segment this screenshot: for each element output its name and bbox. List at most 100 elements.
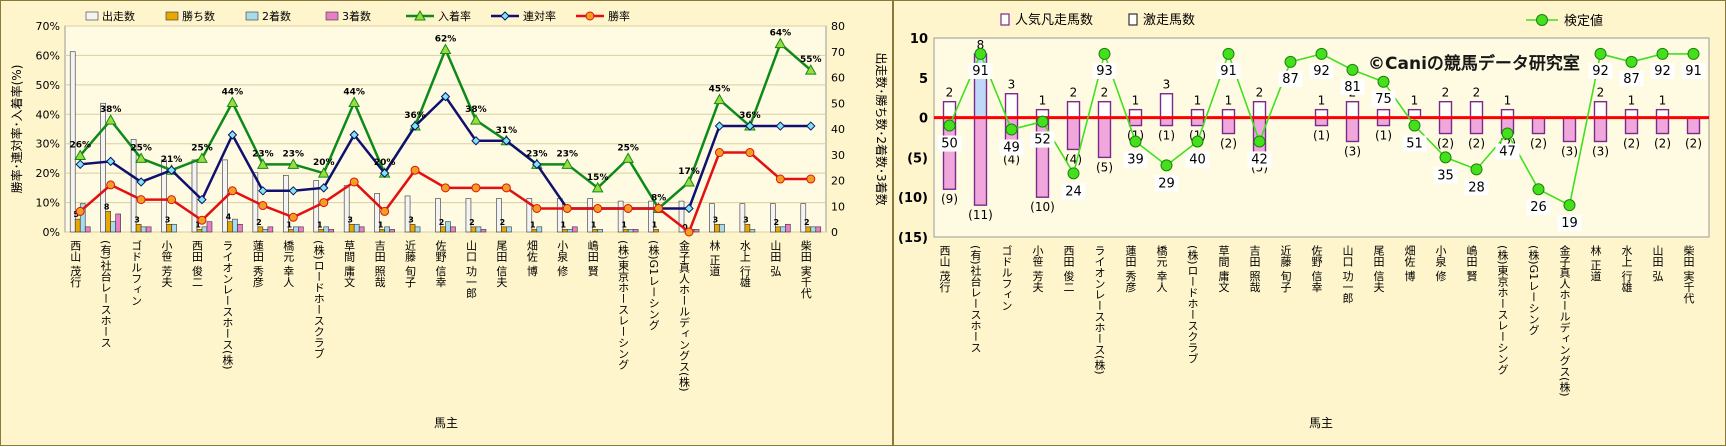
legend-marker — [1536, 14, 1548, 26]
bar-人気凡走馬数 — [1469, 100, 1484, 119]
value-label-bg — [937, 135, 962, 152]
marker-勝率 — [684, 227, 694, 237]
bar-2着数 — [597, 229, 604, 233]
positive-count-label: 2 — [1442, 86, 1450, 100]
x-category-label: 林 正道 — [708, 239, 721, 277]
bar-出走数 — [69, 51, 76, 233]
value-label-bg — [999, 139, 1024, 156]
marker-検定値 — [1067, 167, 1080, 180]
bar-2着数 — [566, 229, 573, 233]
bar-出走数 — [435, 198, 441, 233]
x-category-label: 西田 俊二 — [1062, 245, 1075, 293]
bar-勝ち数 — [622, 229, 629, 233]
rate-label: 21% — [161, 155, 183, 165]
rate-label: 38% — [465, 105, 487, 115]
bar-3着数 — [358, 226, 365, 233]
right-y-tick-label: 80 — [831, 20, 845, 33]
negative-count-label: (2) — [1220, 137, 1237, 151]
value-label: 92 — [1313, 64, 1330, 79]
marker-勝率 — [471, 183, 481, 193]
x-category-label: 吉田 照哉 — [1248, 245, 1261, 293]
bar-激走馬数 — [1531, 116, 1546, 135]
right-y-tick-label: 70 — [831, 46, 845, 59]
x-category-label: 嶋田 賢 — [1465, 244, 1478, 282]
negative-count-label: (1) — [1158, 129, 1175, 143]
marker-入着率 — [317, 167, 330, 178]
marker-連対率 — [532, 159, 542, 170]
legend-label: 激走馬数 — [1143, 13, 1195, 28]
bar-2着数 — [384, 226, 390, 233]
value-label-bg — [1588, 62, 1613, 79]
positive-count-label: 2 — [1473, 86, 1481, 100]
value-label: 92 — [1654, 64, 1671, 79]
bar-value-label: 1 — [287, 220, 293, 229]
x-category-label: 草間 庸文 — [343, 240, 356, 288]
x-category-label: (株)G1レーシング — [647, 240, 660, 330]
marker-検定値 — [1005, 123, 1018, 136]
bar-3着数 — [145, 226, 152, 233]
marker-入着率 — [74, 149, 87, 160]
value-label-bg — [1340, 78, 1365, 95]
bar-value-label: 1 — [530, 220, 536, 229]
marker-連対率 — [258, 186, 268, 196]
bar-勝ち数 — [287, 229, 294, 233]
marker-入着率 — [226, 96, 239, 108]
marker-入着率 — [439, 43, 452, 55]
negative-count-label: (2) — [1437, 137, 1454, 151]
legend-label: 入着率 — [438, 9, 471, 23]
marker-検定値 — [974, 47, 987, 60]
right-y-tick-label: 20 — [831, 175, 845, 188]
bar-value-label: 1 — [195, 220, 201, 229]
marker-検定値 — [1036, 115, 1049, 128]
bar-value-label: 1 — [317, 220, 323, 229]
positive-count-label: 8 — [977, 38, 985, 52]
marker-連対率 — [105, 156, 116, 167]
rate-label: 23% — [526, 149, 548, 159]
value-label: 19 — [1561, 216, 1578, 231]
bar-2着数 — [171, 223, 177, 233]
value-label: 92 — [1592, 64, 1609, 79]
x-category-label: 畑佐 博 — [525, 240, 538, 277]
bar-3着数 — [237, 223, 243, 233]
bar-勝ち数 — [440, 226, 446, 233]
x-category-label: 草間 庸文 — [1217, 245, 1230, 293]
marker-検定値 — [1253, 135, 1266, 148]
right-y-tick-label: 50 — [831, 97, 845, 110]
bar-2着数 — [262, 229, 269, 233]
bar-人気凡走馬数 — [1097, 100, 1112, 119]
marker-入着率 — [196, 152, 208, 163]
bar-3着数 — [389, 229, 395, 233]
bar-value-label: 1 — [652, 220, 658, 229]
value-label-bg — [1030, 131, 1055, 148]
negative-count-label: (4) — [1003, 152, 1020, 166]
x-category-label: 山口 功一郎 — [464, 240, 477, 299]
left-y-tick-label: 50% — [36, 79, 60, 92]
marker-検定値 — [1315, 47, 1328, 60]
x-category-label: 西山 茂行 — [69, 240, 82, 288]
bar-出走数 — [404, 195, 411, 233]
marker-入着率 — [561, 158, 574, 169]
value-label-bg — [1092, 62, 1117, 79]
y-tick-label: (15) — [898, 231, 928, 246]
negative-count-label: (3) — [1344, 144, 1361, 158]
bar-2着数 — [719, 223, 725, 233]
marker-連対率 — [684, 203, 694, 214]
x-category-label: 近藤 旬子 — [1279, 245, 1292, 293]
bar-3着数 — [632, 229, 639, 233]
bar-激走馬数 — [1066, 116, 1081, 151]
marker-勝率 — [593, 203, 603, 213]
marker-勝率 — [167, 195, 177, 205]
marker-入着率 — [104, 114, 117, 125]
bar-value-label: 1 — [591, 220, 597, 229]
right-chart-svg: (15) (10) (5) 0 5 10 ©Caniの競馬データ研究室 2 (9) 8 (11) 3 (… — [898, 12, 1710, 430]
value-label-bg — [1557, 215, 1582, 232]
rate-label: 23% — [556, 149, 578, 159]
marker-検定値 — [1439, 151, 1452, 164]
x-category-label: (有)社台レースホース — [969, 245, 982, 353]
marker-連対率 — [288, 186, 299, 196]
bar-出走数 — [161, 159, 167, 233]
bar-出走数 — [770, 203, 776, 233]
bar-人気凡走馬数 — [1066, 100, 1081, 119]
marker-検定値 — [1346, 63, 1359, 76]
legend-marker — [414, 9, 426, 21]
